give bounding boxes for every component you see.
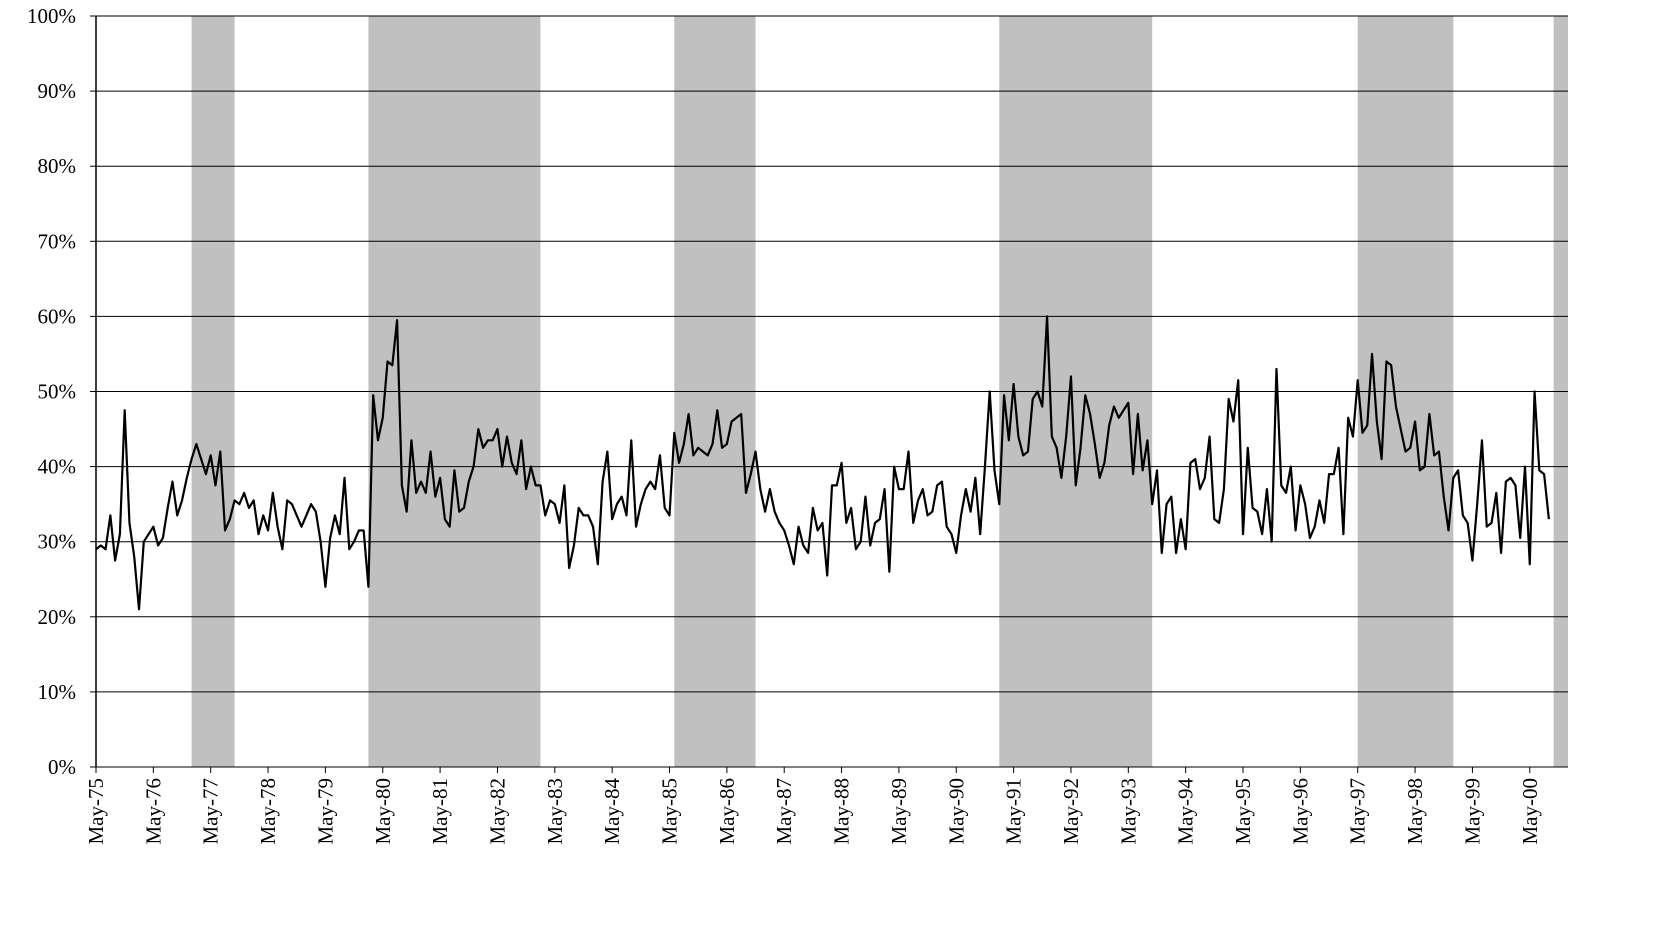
x-tick-label: May-81	[428, 778, 452, 845]
y-tick-label: 70%	[38, 229, 77, 253]
x-tick-label: May-75	[84, 778, 108, 845]
y-tick-label: 80%	[38, 154, 77, 178]
y-tick-label: 60%	[38, 304, 77, 328]
data-line	[95, 315, 1550, 611]
x-tick-label: May-82	[485, 778, 509, 845]
x-tick-label: May-98	[1403, 778, 1427, 845]
y-tick-label: 20%	[38, 605, 77, 629]
y-tick-label: 40%	[38, 455, 77, 479]
x-tick-label: May-77	[199, 778, 223, 845]
x-tick-label: May-95	[1231, 778, 1255, 845]
x-tick-label: May-88	[830, 778, 854, 845]
y-tick-label: 50%	[38, 380, 77, 404]
y-tick-label: 0%	[48, 755, 76, 779]
x-tick-label: May-89	[887, 778, 911, 845]
x-tick-label: May-80	[371, 778, 395, 845]
x-tick-label: May-97	[1346, 778, 1370, 845]
x-tick-label: May-79	[313, 778, 337, 845]
y-tick-label: 10%	[38, 680, 77, 704]
x-tick-label: May-91	[1002, 778, 1026, 845]
x-tick-label: May-96	[1288, 778, 1312, 845]
x-tick-label: May-00	[1518, 778, 1542, 845]
x-tick-label: May-83	[543, 778, 567, 845]
y-tick-label: 90%	[38, 79, 77, 103]
x-tick-label: May-99	[1460, 778, 1484, 845]
y-tick-label: 30%	[38, 530, 77, 554]
x-tick-label: May-94	[1174, 778, 1198, 845]
x-tick-label: May-93	[1116, 778, 1140, 845]
x-tick-label: May-86	[715, 778, 739, 845]
y-tick-label: 100%	[27, 4, 76, 28]
x-tick-label: May-92	[1059, 778, 1083, 845]
x-tick-label: May-90	[944, 778, 968, 845]
x-tick-label: May-78	[256, 778, 280, 845]
x-tick-label: May-84	[600, 778, 624, 845]
x-tick-label: May-85	[658, 778, 682, 845]
x-tick-label: May-76	[141, 778, 165, 845]
x-tick-label: May-87	[772, 778, 796, 845]
